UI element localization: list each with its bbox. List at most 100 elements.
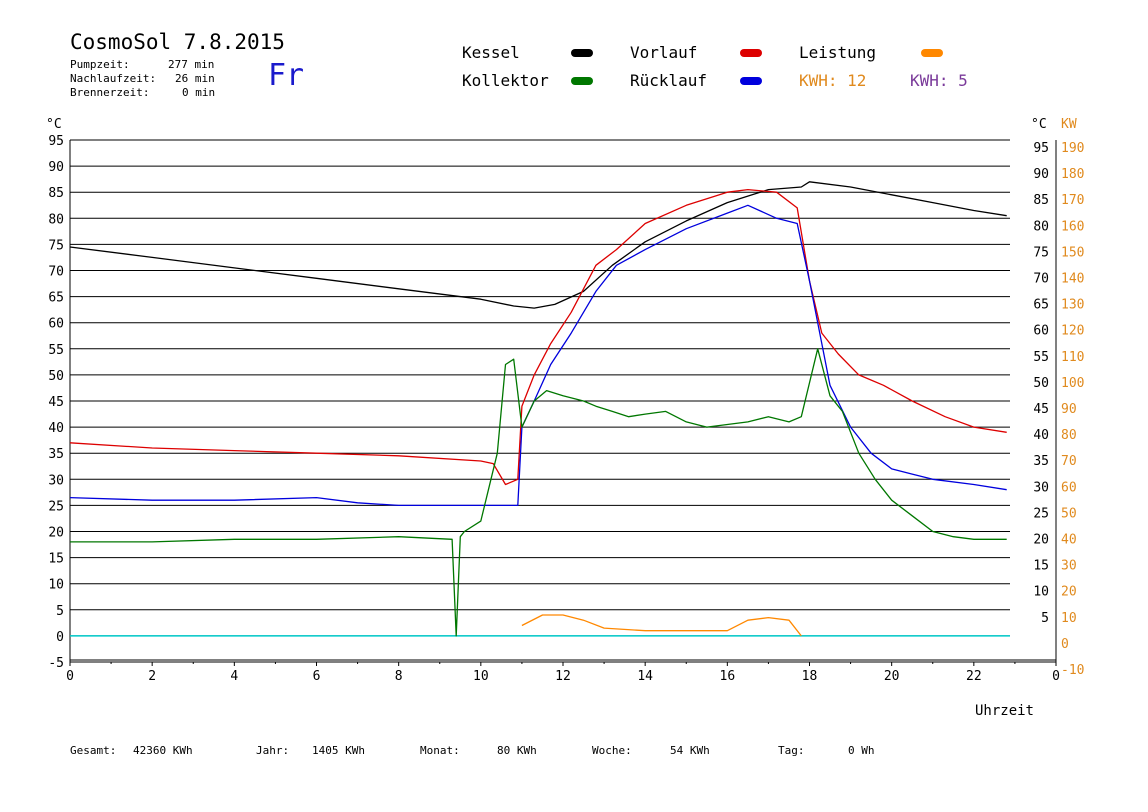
y-tick-label-left: 30 xyxy=(48,473,64,488)
x-tick-label: 14 xyxy=(637,669,653,684)
series-line-kollektor xyxy=(70,348,1007,637)
y-tick-label-right-temp: 45 xyxy=(1033,402,1049,417)
nachlaufzeit-value: 26 min xyxy=(175,72,215,85)
y-tick-label-left: 70 xyxy=(48,265,64,280)
y-tick-label-right-temp: 65 xyxy=(1033,298,1049,313)
y-tick-label-right-temp: 75 xyxy=(1033,245,1049,260)
x-tick-label: 0 xyxy=(1052,669,1060,684)
weekday-label: Fr xyxy=(268,58,305,93)
y-tick-label-right-power: 0 xyxy=(1061,637,1069,652)
y-axis-unit-right-power: KW xyxy=(1061,117,1077,132)
pumpzeit-value: 277 min xyxy=(168,58,215,71)
x-tick-label: 4 xyxy=(230,669,238,684)
y-tick-label-left: 40 xyxy=(48,421,64,436)
chart-title: CosmoSol 7.8.2015 xyxy=(70,30,285,54)
y-tick-label-right-temp: 15 xyxy=(1033,559,1049,574)
y-tick-label-left: 75 xyxy=(48,238,64,253)
y-tick-label-left: 90 xyxy=(48,160,64,175)
legend-kwh-1: KWH: 12 xyxy=(799,71,867,90)
brennerzeit-value: 0 min xyxy=(182,86,216,99)
legend-vorlauf-swatch xyxy=(740,49,762,57)
legend-kwh-2: KWH: 5 xyxy=(910,71,968,90)
series-line-rcklauf xyxy=(69,204,1007,507)
x-tick-label: 18 xyxy=(802,669,818,684)
y-tick-label-right-temp: 80 xyxy=(1033,219,1049,234)
footer-monat-value: 80 KWh xyxy=(497,744,537,757)
y-tick-label-right-power: 120 xyxy=(1061,324,1084,339)
pumpzeit-label: Pumpzeit: xyxy=(70,58,130,71)
footer-jahr-value: 1405 KWh xyxy=(312,744,365,757)
legend-leistung-swatch xyxy=(921,49,943,57)
legend-kollektor-swatch xyxy=(571,77,593,85)
legend-kessel-swatch xyxy=(571,49,593,57)
y-axis-unit-right-temp: °C xyxy=(1031,117,1047,132)
y-tick-label-right-temp: 35 xyxy=(1033,454,1049,469)
footer-woche-value: 54 KWh xyxy=(670,744,710,757)
y-tick-label-left: 0 xyxy=(56,630,64,645)
y-tick-label-left: 35 xyxy=(48,447,64,462)
x-axis-label: Uhrzeit xyxy=(975,703,1034,719)
footer-gesamt-label: Gesamt: xyxy=(70,744,117,757)
footer-gesamt-value: 42360 KWh xyxy=(133,744,193,757)
y-tick-label-right-power: 60 xyxy=(1061,480,1077,495)
y-tick-label-right-power: 140 xyxy=(1061,272,1084,287)
y-tick-label-right-power: 170 xyxy=(1061,193,1084,208)
y-tick-label-left: 10 xyxy=(48,578,64,593)
y-tick-label-right-temp: 5 xyxy=(1041,611,1049,626)
y-tick-label-right-power: 160 xyxy=(1061,219,1084,234)
y-tick-label-right-power: 100 xyxy=(1061,376,1084,391)
y-tick-label-right-temp: 40 xyxy=(1033,428,1049,443)
y-tick-label-right-temp: 95 xyxy=(1033,141,1049,156)
x-tick-label: 2 xyxy=(148,669,156,684)
y-tick-label-right-power: 180 xyxy=(1061,167,1084,182)
y-tick-label-left: 45 xyxy=(48,395,64,410)
y-tick-label-right-temp: 50 xyxy=(1033,376,1049,391)
legend-vorlauf: Vorlauf xyxy=(630,43,698,62)
y-tick-label-right-temp: 90 xyxy=(1033,167,1049,182)
y-tick-label-right-power: 50 xyxy=(1061,506,1077,521)
footer-monat-label: Monat: xyxy=(420,744,460,757)
y-tick-label-right-power: 40 xyxy=(1061,533,1077,548)
y-tick-label-right-temp: 60 xyxy=(1033,324,1049,339)
y-tick-label-left: 20 xyxy=(48,526,64,541)
x-tick-label: 20 xyxy=(884,669,900,684)
y-tick-label-right-power: 80 xyxy=(1061,428,1077,443)
y-tick-label-left: 85 xyxy=(48,186,64,201)
y-tick-label-right-temp: 20 xyxy=(1033,533,1049,548)
legend-ruecklauf: Rücklauf xyxy=(630,71,708,90)
y-axis-unit-left: °C xyxy=(46,117,62,132)
y-tick-label-right-temp: 10 xyxy=(1033,585,1049,600)
x-tick-label: 6 xyxy=(313,669,321,684)
footer-jahr-label: Jahr: xyxy=(256,744,290,757)
y-tick-label-right-temp: 85 xyxy=(1033,193,1049,208)
legend-ruecklauf-swatch xyxy=(740,77,762,85)
y-tick-label-left: 60 xyxy=(48,317,64,332)
nachlaufzeit-label: Nachlaufzeit: xyxy=(70,72,157,85)
x-tick-label: 12 xyxy=(555,669,571,684)
legend-kessel: Kessel xyxy=(462,43,520,62)
x-tick-label: 8 xyxy=(395,669,403,684)
y-tick-label-right-power: -10 xyxy=(1061,663,1084,678)
y-tick-label-right-power: 90 xyxy=(1061,402,1077,417)
series-line-kessel xyxy=(69,181,1007,309)
y-tick-label-left: 15 xyxy=(48,552,64,567)
y-tick-label-right-power: 190 xyxy=(1061,141,1084,156)
y-tick-label-left: 50 xyxy=(48,369,64,384)
y-tick-label-right-power: 10 xyxy=(1061,611,1077,626)
y-tick-label-left: 65 xyxy=(48,291,64,306)
series-line-leistung xyxy=(521,614,802,637)
y-tick-label-right-power: 110 xyxy=(1061,350,1084,365)
legend-leistung: Leistung xyxy=(799,43,877,62)
y-tick-label-right-power: 20 xyxy=(1061,585,1077,600)
y-tick-label-left: 95 xyxy=(48,134,64,149)
y-tick-label-left: 80 xyxy=(48,212,64,227)
brennerzeit-label: Brennerzeit: xyxy=(70,86,150,99)
y-tick-label-right-temp: 55 xyxy=(1033,350,1049,365)
y-tick-label-left: 25 xyxy=(48,499,64,514)
series-line-vorlauf xyxy=(69,188,1007,486)
y-tick-label-left: 5 xyxy=(56,604,64,619)
x-tick-label: 0 xyxy=(66,669,74,684)
y-tick-label-right-power: 130 xyxy=(1061,298,1084,313)
legend-kollektor: Kollektor xyxy=(462,71,549,90)
